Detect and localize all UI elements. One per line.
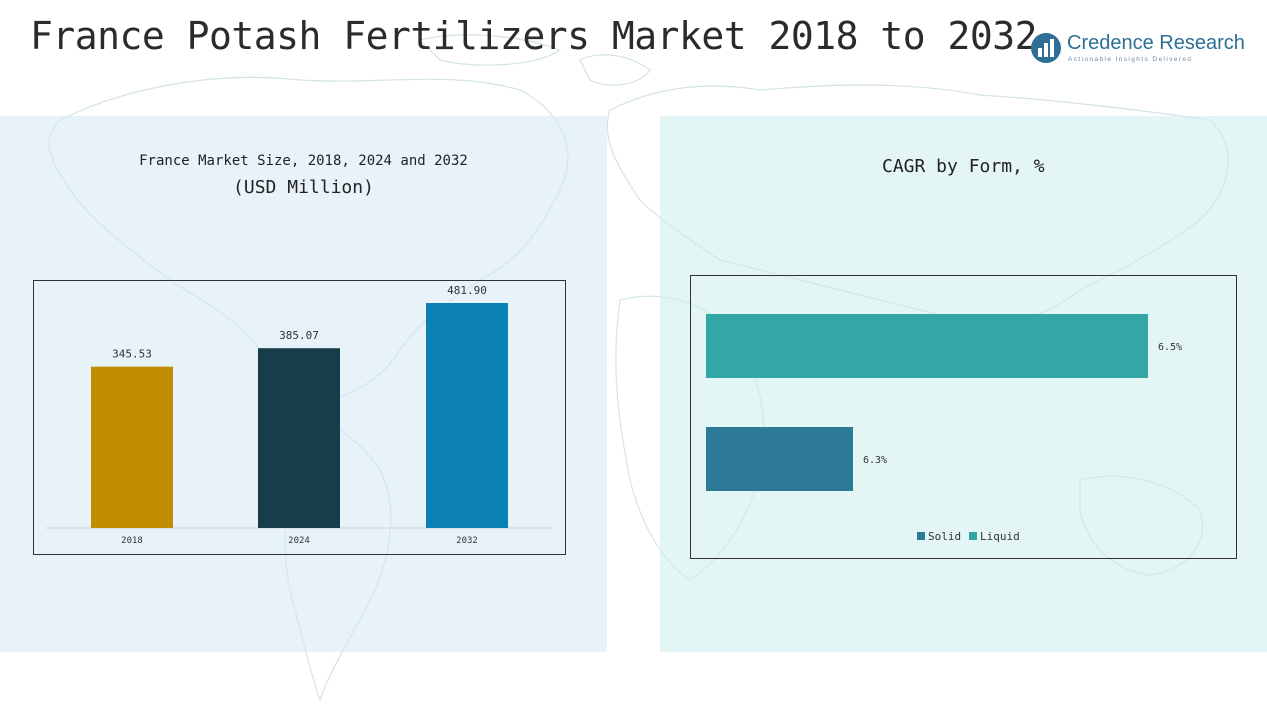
legend-swatch-solid	[917, 532, 925, 540]
logo-name: Credence Research	[1067, 32, 1245, 54]
tick-label-2024: 2024	[288, 536, 310, 546]
tick-label-2032: 2032	[456, 536, 478, 546]
data-label-2024: 385.07	[279, 329, 319, 342]
bar-2018	[91, 366, 173, 528]
data-label-2018: 345.53	[112, 348, 152, 361]
market-size-chart-frame: 345.53 2018 385.07 2024 481.90 2032	[33, 280, 566, 555]
legend-swatch-liquid	[969, 532, 977, 540]
data-label-solid: 6.3%	[863, 455, 887, 466]
cagr-chart-frame: 6.5% 6.3% Solid Liquid	[690, 275, 1237, 559]
data-label-liquid: 6.5%	[1158, 342, 1182, 353]
legend-label-liquid: Liquid	[980, 530, 1020, 543]
bar-2032	[426, 303, 508, 528]
bar-liquid	[706, 314, 1148, 378]
credence-research-logo: Credence Research Actionable Insights De…	[1030, 30, 1245, 70]
page-title: France Potash Fertilizers Market 2018 to…	[30, 14, 1038, 58]
legend-label-solid: Solid	[928, 530, 961, 543]
market-size-subtitle: (USD Million)	[233, 177, 374, 198]
cagr-horizontal-bar-chart: 6.5% 6.3% Solid Liquid	[706, 314, 1182, 543]
cagr-title: CAGR by Form, %	[882, 156, 1045, 177]
bar-solid	[706, 427, 853, 491]
bar-2024	[258, 348, 340, 528]
market-size-title: France Market Size, 2018, 2024 and 2032	[139, 153, 468, 169]
tick-label-2018: 2018	[121, 536, 143, 546]
market-size-bar-chart: 345.53 2018 385.07 2024 481.90 2032	[46, 284, 553, 546]
logo-tagline: Actionable Insights Delivered	[1068, 56, 1193, 63]
data-label-2032: 481.90	[447, 284, 487, 297]
cagr-panel	[660, 116, 1267, 652]
logo-chart-icon	[1031, 33, 1061, 63]
